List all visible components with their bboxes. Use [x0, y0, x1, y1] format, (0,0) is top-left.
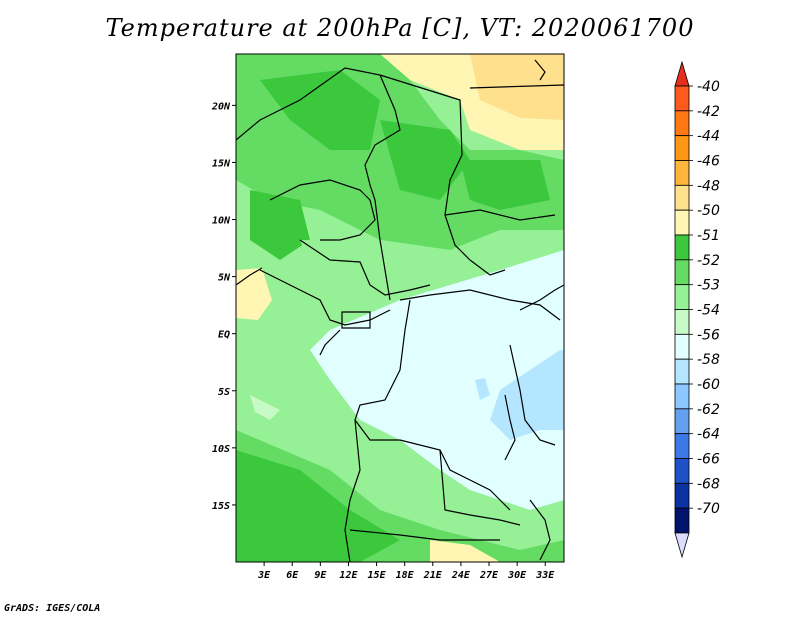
colorbar-box — [674, 284, 690, 310]
colorbar-box — [674, 209, 690, 236]
colorbar-box — [674, 358, 690, 385]
boundary-line — [439, 449, 521, 526]
colorbar-label: -68 — [697, 476, 720, 492]
colorbar-box — [674, 458, 690, 484]
colorbar-box — [674, 85, 690, 112]
lat-tick-label: 20N — [211, 101, 231, 112]
boundary-line — [504, 394, 516, 461]
colorbar-box — [674, 482, 690, 509]
colorbar-label: -62 — [697, 402, 720, 418]
field-region-green-n2 — [380, 120, 470, 200]
colorbar-box — [674, 135, 690, 161]
colorbar-top-triangle — [674, 60, 690, 87]
lat-tick-label: 5S — [218, 387, 230, 398]
lon-tick-label: 21E — [423, 570, 443, 581]
lat-tick-label: 10S — [212, 444, 230, 455]
colorbar-label: -56 — [697, 327, 720, 343]
boundary-line — [259, 269, 391, 326]
colorbar-label: -50 — [697, 203, 720, 219]
field-region-blue-west — [475, 378, 490, 400]
boundary-line — [399, 289, 561, 321]
field-region-cyan-basin — [310, 250, 564, 510]
colorbar-label: -64 — [697, 427, 720, 443]
colorbar-label: -53 — [697, 278, 720, 294]
field-region-green-s2 — [236, 450, 400, 562]
colorbar-box — [674, 333, 690, 360]
lon-tick-label: 3E — [257, 570, 271, 581]
colorbar: -40 -42 -44 -46 -48 -50 -51 -52 -53 -54 -56 -58 -60 -… — [674, 60, 720, 559]
colorbar-label: -51 — [697, 228, 720, 244]
chart-title: Temperature at 200hPa [C], VT: 202006170… — [105, 14, 695, 42]
colorbar-box — [674, 234, 690, 261]
boundary-line — [299, 239, 431, 296]
lat-tick-label: 10N — [212, 216, 231, 227]
boundary-line — [444, 209, 556, 221]
colorbar-box — [674, 507, 690, 534]
lon-tick-label: 12E — [339, 570, 358, 581]
field-region-pale-sw — [250, 395, 280, 420]
lon-tick-label: 6E — [286, 570, 299, 581]
lon-tick-label: 24E — [451, 570, 471, 581]
field-region-yellow-w — [236, 268, 272, 320]
boundary-line — [519, 284, 564, 311]
colorbar-label: -46 — [697, 154, 720, 170]
boundary-line — [341, 311, 371, 329]
latitude-axis: 20N 15N 10N 5N EQ 5S 10S 15S — [211, 101, 236, 512]
field-region-green-n3 — [460, 160, 550, 210]
boundary-line — [349, 529, 500, 541]
boundary-line — [236, 267, 263, 286]
lon-tick-label: 30E — [507, 570, 527, 581]
country-boundaries — [236, 59, 564, 562]
colorbar-bottom-triangle — [674, 532, 690, 559]
lat-tick-label: 5N — [218, 273, 231, 284]
colorbar-box — [674, 259, 690, 286]
colorbar-box — [674, 433, 690, 459]
grads-credit: GrADS: IGES/COLA — [4, 603, 101, 614]
colorbar-label: -40 — [697, 79, 720, 95]
plot-frame — [235, 53, 565, 563]
lon-tick-label: 9E — [314, 570, 327, 581]
colorbar-box — [674, 408, 690, 435]
colorbar-label: -70 — [697, 501, 720, 517]
colorbar-label: -48 — [697, 178, 720, 194]
colorbar-box — [674, 383, 690, 410]
boundary-line — [509, 344, 556, 446]
lon-tick-label: 15E — [368, 570, 387, 581]
colorbar-label: -52 — [697, 253, 720, 269]
lat-tick-label: 15S — [212, 501, 230, 512]
boundary-line — [344, 419, 361, 562]
boundary-line — [319, 329, 341, 356]
boundary-line — [236, 67, 401, 301]
colorbar-label: -60 — [697, 377, 720, 393]
field-region-green-n1 — [260, 70, 380, 150]
lon-tick-label: 33E — [535, 570, 555, 581]
lat-tick-label: 15N — [212, 158, 231, 169]
boundary-line — [534, 59, 546, 81]
colorbar-label: -58 — [697, 352, 720, 368]
boundary-line — [469, 84, 564, 89]
field-region-blue-lake — [490, 350, 564, 440]
longitude-axis: 3E 6E 9E 12E 15E 18E 21E 24E 27E 30E 33E — [257, 562, 555, 581]
colorbar-label: -44 — [697, 129, 720, 145]
colorbar-box — [674, 309, 690, 335]
colorbar-box — [674, 160, 690, 186]
boundary-line — [529, 499, 551, 561]
field-region-green-w — [250, 190, 310, 260]
colorbar-box — [674, 110, 690, 137]
field-region-yellow-s — [430, 540, 500, 562]
colorbar-label: -54 — [697, 303, 720, 319]
colorbar-box — [674, 184, 690, 211]
lon-tick-label: 18E — [396, 570, 415, 581]
colorbar-label: -42 — [697, 104, 720, 120]
field-region-lightgreen-sw — [236, 330, 370, 450]
colorbar-label: -66 — [697, 452, 720, 468]
lon-tick-label: 27E — [479, 570, 499, 581]
lat-tick-label: EQ — [218, 330, 230, 341]
boundary-line — [269, 179, 376, 241]
boundary-line — [354, 299, 511, 511]
temperature-field — [236, 54, 564, 562]
